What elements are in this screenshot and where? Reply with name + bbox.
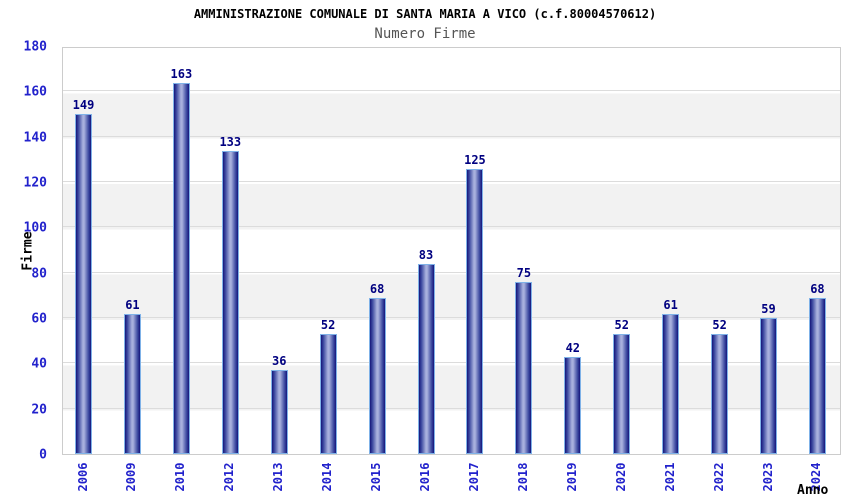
x-tick-label: 2019	[564, 462, 579, 492]
y-tick-label: 140	[23, 130, 47, 146]
x-tick-label: 2006	[75, 462, 90, 492]
bar	[564, 356, 582, 454]
gridline	[63, 407, 840, 409]
x-tick-label: 2018	[515, 462, 530, 492]
x-tick-label: 2009	[124, 462, 139, 492]
chart-subtitle: Numero Firme	[374, 26, 476, 42]
gridline	[63, 362, 840, 364]
x-tick-label: 2012	[222, 462, 237, 492]
bar	[172, 82, 190, 454]
bar-value-label: 163	[170, 66, 193, 81]
bar	[75, 114, 92, 454]
x-tick-label: 2022	[711, 462, 726, 492]
y-tick-label: 20	[31, 402, 47, 418]
bar	[123, 313, 141, 454]
x-tick-label: 2017	[466, 462, 481, 492]
bar-value-label: 61	[663, 297, 678, 312]
bar	[515, 282, 533, 454]
y-tick-label: 40	[31, 356, 47, 372]
bar	[808, 297, 826, 454]
x-tick-label: 2013	[271, 462, 286, 492]
y-tick-label: 180	[23, 39, 47, 55]
bar-value-label: 59	[761, 302, 776, 317]
bar	[613, 334, 631, 454]
bar-value-label: 52	[614, 318, 629, 333]
bar	[221, 150, 239, 454]
gridline	[63, 317, 840, 318]
x-tick-label: 2020	[613, 462, 628, 492]
bar-value-label: 61	[125, 297, 140, 312]
gridline	[63, 90, 840, 92]
bar-value-label: 36	[271, 354, 287, 369]
bar-value-label: 149	[72, 98, 95, 113]
bar-value-label: 125	[464, 152, 486, 167]
y-tick-label: 100	[23, 220, 47, 236]
bar	[466, 168, 484, 454]
bar-value-label: 75	[516, 266, 532, 280]
x-tick-label: 2010	[173, 462, 188, 492]
chart-title: AMMINISTRAZIONE COMUNALE DI SANTA MARIA …	[193, 7, 657, 21]
y-tick-label: 0	[39, 447, 47, 463]
bar	[368, 297, 386, 454]
bar	[319, 334, 337, 454]
plot-area: 149 61 163 133 36 52 68 83 125 75 42 52 61 52 59 68	[62, 47, 841, 455]
bar-value-label: 52	[712, 318, 727, 333]
bar-value-label: 68	[810, 281, 825, 296]
y-tick-label: 120	[23, 175, 47, 191]
x-tick-label: 2014	[320, 462, 335, 492]
gridline	[63, 271, 840, 273]
bar	[270, 370, 288, 454]
y-tick-label: 80	[31, 266, 47, 282]
bar-value-label: 83	[418, 247, 434, 262]
gridline	[63, 226, 840, 228]
bar	[662, 313, 680, 454]
y-tick-label: 160	[23, 84, 47, 100]
y-tick-label: 60	[31, 311, 47, 327]
x-tick-label: 2023	[760, 462, 775, 492]
bar-value-label: 52	[320, 318, 336, 333]
x-tick-label: 2016	[418, 462, 432, 492]
bar-value-label: 68	[369, 281, 385, 296]
y-axis-title: Firme	[20, 231, 36, 271]
x-axis-title: Anno	[797, 483, 829, 498]
bar-value-label: 42	[565, 340, 581, 355]
bar-value-label: 133	[219, 134, 242, 149]
gridline	[63, 135, 840, 137]
x-tick-label: 2015	[369, 462, 384, 492]
x-tick-label: 2021	[662, 462, 677, 492]
bar	[760, 318, 778, 454]
bar	[417, 263, 435, 454]
gridline	[63, 181, 840, 182]
bar	[711, 334, 729, 454]
